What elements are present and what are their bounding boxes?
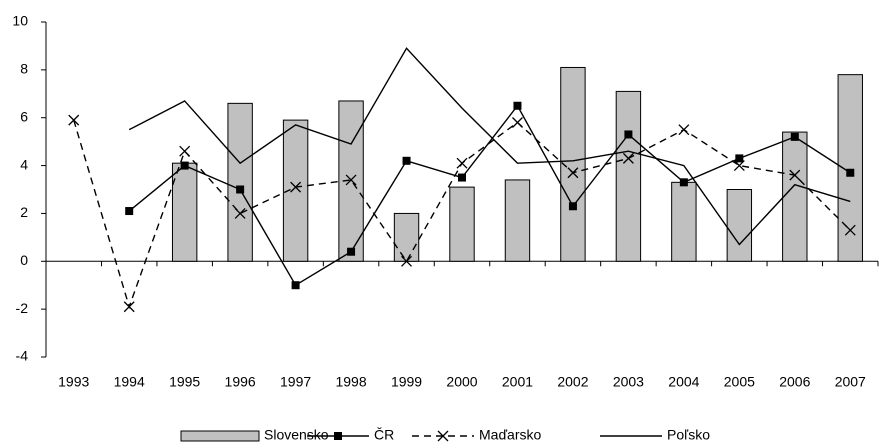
line: [128, 47, 851, 246]
marker: [437, 430, 449, 442]
marker: [347, 247, 356, 256]
x-tick-label: 2000: [446, 374, 477, 390]
y-tick-label: -2: [16, 300, 29, 316]
marker: [679, 178, 688, 187]
marker: [179, 145, 191, 157]
y-tick-label: 4: [20, 156, 28, 172]
marker: [567, 167, 579, 179]
marker: [345, 174, 357, 186]
x-tick-label: 1995: [169, 374, 200, 390]
y-tick-label: 0: [20, 252, 28, 268]
bar: [782, 131, 808, 262]
bar: [560, 66, 586, 262]
marker: [624, 130, 633, 139]
marker: [180, 161, 189, 170]
marker: [290, 181, 302, 193]
bar: [726, 189, 753, 262]
y-tick-label: 6: [20, 108, 28, 124]
legend-label: ČR: [374, 427, 394, 443]
x-tick-label: 1999: [391, 374, 422, 390]
marker: [234, 207, 246, 219]
x-tick-label: 2007: [835, 374, 866, 390]
bar: [227, 102, 253, 262]
bar: [171, 162, 198, 262]
legend-label: Poľsko: [667, 427, 710, 443]
marker: [846, 168, 855, 177]
marker: [790, 132, 799, 141]
bar: [393, 212, 420, 262]
y-tick-label: -4: [16, 348, 29, 364]
marker: [512, 117, 523, 128]
x-tick-label: 2001: [502, 374, 533, 390]
marker: [291, 281, 300, 290]
marker: [402, 156, 411, 165]
legend-label: Maďarsko: [479, 427, 542, 443]
bar: [615, 90, 642, 262]
x-tick-label: 2003: [613, 374, 644, 390]
marker: [236, 185, 245, 194]
bar: [504, 179, 531, 262]
x-tick-label: 2005: [724, 374, 755, 390]
bar: [671, 181, 697, 262]
x-tick-label: 1994: [114, 374, 145, 390]
marker: [456, 157, 468, 169]
marker: [568, 202, 577, 211]
marker: [334, 432, 342, 440]
x-tick-label: 1997: [280, 374, 311, 390]
marker: [735, 154, 744, 163]
marker: [733, 160, 745, 172]
marker: [125, 207, 134, 216]
marker: [678, 124, 690, 136]
marker: [458, 173, 466, 182]
x-tick-label: 1996: [225, 374, 256, 390]
x-tick-label: 1998: [335, 374, 366, 390]
marker: [123, 301, 135, 313]
marker: [844, 224, 856, 236]
x-tick-label: 1993: [58, 374, 89, 390]
marker: [513, 101, 522, 110]
marker: [68, 114, 80, 126]
bar: [449, 186, 475, 262]
y-tick-label: 8: [20, 61, 28, 77]
marker: [401, 255, 412, 267]
legend-label: Slovensko: [264, 427, 329, 443]
line: [128, 104, 851, 287]
marker: [622, 152, 634, 164]
y-tick-label: 10: [12, 13, 28, 29]
x-tick-label: 2006: [779, 374, 810, 390]
x-tick-label: 2002: [557, 374, 588, 390]
legend-swatch: [180, 430, 260, 442]
y-tick-label: 2: [20, 204, 28, 220]
x-tick-label: 2004: [668, 374, 699, 390]
marker: [789, 169, 801, 181]
